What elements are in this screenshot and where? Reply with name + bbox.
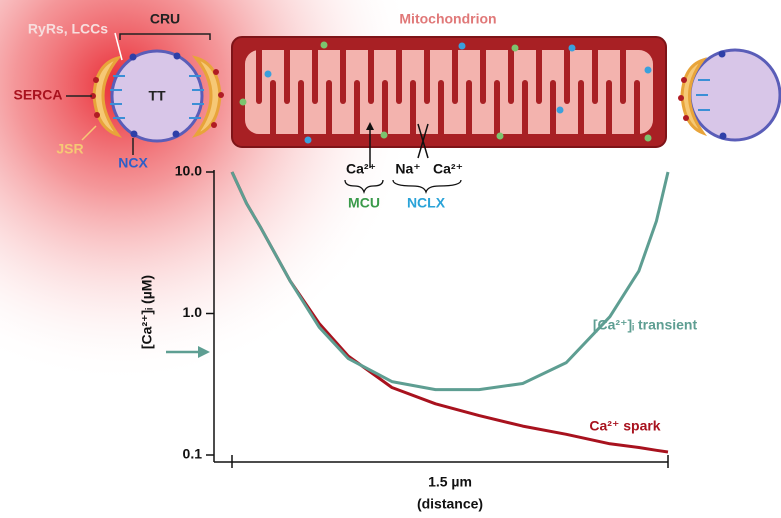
ca-label: Ca²⁺	[433, 161, 463, 177]
y-tick-label: 10.0	[175, 163, 202, 179]
ion	[265, 71, 272, 78]
y-tick-label: 0.1	[183, 446, 203, 462]
cru-label: CRU	[150, 11, 180, 27]
ion	[569, 45, 576, 52]
series-label: [Ca²⁺]ᵢ transient	[593, 317, 698, 333]
nclx-label: NCLX	[407, 195, 446, 211]
na-label: Na⁺	[395, 161, 420, 177]
mito-label: Mitochondrion	[399, 11, 496, 27]
figure: CRU RyRs, LCCs SERCA TT JSR NCX Mitochon…	[0, 0, 781, 518]
ion	[305, 137, 312, 144]
ion	[557, 107, 564, 114]
crista	[536, 46, 542, 104]
crista	[466, 80, 472, 138]
crista	[326, 80, 332, 138]
crista	[340, 46, 346, 104]
ion	[645, 135, 652, 142]
ncx-label: NCX	[118, 155, 148, 171]
crista	[564, 46, 570, 104]
ca-label: Ca²⁺	[346, 161, 376, 177]
jsr-label: JSR	[56, 141, 83, 157]
crista	[424, 46, 430, 104]
crista	[270, 80, 276, 138]
crista	[298, 80, 304, 138]
ion	[497, 133, 504, 140]
crista	[312, 46, 318, 104]
crista	[578, 80, 584, 138]
crista	[368, 46, 374, 104]
crista	[354, 80, 360, 138]
matrix	[245, 50, 653, 134]
mcu-label: MCU	[348, 195, 380, 211]
ion	[459, 43, 466, 50]
crista	[256, 46, 262, 104]
serca-label: SERCA	[13, 87, 62, 103]
crista	[396, 46, 402, 104]
crista	[606, 80, 612, 138]
series-label: Ca²⁺ spark	[589, 418, 660, 434]
crista	[452, 46, 458, 104]
y-tick-label: 1.0	[183, 304, 203, 320]
crista	[522, 80, 528, 138]
crista	[284, 46, 290, 104]
crista	[438, 80, 444, 138]
ion	[645, 67, 652, 74]
ion	[512, 45, 519, 52]
crista	[508, 46, 514, 104]
scale-bar-label: 1.5 µm	[428, 474, 472, 490]
crista	[592, 46, 598, 104]
tt-label: TT	[148, 88, 166, 104]
crista	[550, 80, 556, 138]
ion	[321, 42, 328, 49]
ryr-label: RyRs, LCCs	[28, 21, 108, 37]
crista	[634, 80, 640, 138]
x-axis-label: (distance)	[417, 496, 483, 512]
ion	[381, 132, 388, 139]
crista	[410, 80, 416, 138]
ion	[240, 99, 247, 106]
y-axis-label: [Ca²⁺]ᵢ (µM)	[139, 275, 155, 349]
crista	[620, 46, 626, 104]
crista	[382, 80, 388, 138]
crista	[494, 80, 500, 138]
crista	[480, 46, 486, 104]
